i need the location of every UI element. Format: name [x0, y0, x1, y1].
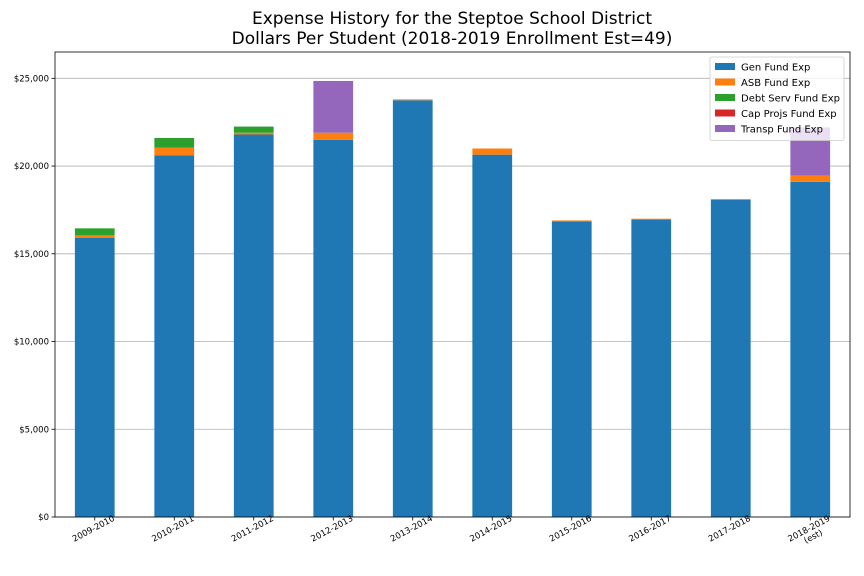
x-tick-label-line: 2013-2014 [389, 514, 435, 545]
chart-title-line: Expense History for the Steptoe School D… [252, 9, 652, 29]
legend-label: Debt Serv Fund Exp [741, 94, 840, 105]
x-tick-label-line: 2014-2015 [469, 514, 515, 545]
legend-box [709, 56, 845, 141]
bar-segment-gen-fund-exp [472, 154, 513, 517]
y-tick-label: $25,000 [14, 74, 49, 84]
x-tick-label-line: 2009-2010 [71, 514, 117, 545]
bar-segment-gen-fund-exp [74, 238, 115, 517]
bar-segment-gen-fund-exp [313, 139, 354, 518]
legend: Gen Fund Exp ASB Fund Exp Debt Serv Fund E… [709, 56, 845, 141]
y-tick-label: $15,000 [14, 250, 49, 260]
legend-label: Transp Fund Exp [740, 125, 823, 136]
x-tick-label: 2017-2018 [707, 514, 753, 545]
bar-segment-asb-fund-exp [790, 175, 831, 182]
bar-segment-debt-serv-fund-exp [233, 126, 274, 133]
bar-segment-asb-fund-exp [472, 148, 513, 155]
x-tick-label: 2016-2017 [628, 514, 674, 545]
bar-segment-debt-serv-fund-exp [154, 137, 195, 148]
x-tick-label-line: 2017-2018 [707, 514, 753, 545]
x-tick-label: 2018-2019(est) [787, 514, 837, 553]
legend-swatch [715, 63, 735, 70]
x-tick-label-line: 2010-2011 [151, 514, 197, 545]
bar-segment-gen-fund-exp [551, 221, 592, 517]
x-tick-label-line: 2011-2012 [230, 514, 276, 545]
y-tick-label: $0 [38, 513, 49, 523]
bar-segment-asb-fund-exp [154, 147, 195, 156]
x-tick-label: 2011-2012 [230, 514, 276, 545]
x-tick-label: 2012-2013 [310, 514, 356, 545]
bar-segment-gen-fund-exp [631, 219, 672, 517]
bar-segment-asb-fund-exp [233, 132, 274, 135]
x-tick-label-line: 2016-2017 [628, 514, 674, 545]
plot-frame [54, 51, 851, 518]
y-tick-label: $20,000 [14, 162, 49, 172]
x-tick-label: 2013-2014 [389, 514, 435, 545]
chart-title-line: Dollars Per Student (2018-2019 Enrollmen… [232, 29, 673, 49]
x-tick-label: 2014-2015 [469, 514, 515, 545]
legend-swatch [715, 78, 735, 86]
bar-segment-transp-fund-exp [313, 80, 354, 133]
legend-label: Cap Projs Fund Exp [741, 109, 837, 120]
y-tick-label: $10,000 [14, 338, 49, 348]
x-tick-label-line: 2012-2013 [310, 514, 356, 545]
x-tick-label: 2010-2011 [151, 514, 197, 545]
bar-segment-gen-fund-exp [392, 100, 433, 518]
legend-swatch [715, 125, 735, 132]
bar-segment-gen-fund-exp [790, 181, 831, 517]
y-tick-label: $5,000 [19, 425, 49, 435]
bar-segment-asb-fund-exp [392, 99, 433, 101]
x-tick-label: 2009-2010 [71, 514, 117, 545]
bar-segment-asb-fund-exp [551, 220, 592, 222]
bar-segment-asb-fund-exp [313, 132, 354, 140]
bar-segment-gen-fund-exp [233, 134, 274, 518]
bar-segment-gen-fund-exp [710, 199, 751, 517]
bar-segment-gen-fund-exp [154, 155, 195, 517]
x-tick-label-line: 2015-2016 [548, 514, 594, 545]
bar-segment-asb-fund-exp [74, 235, 115, 238]
bar-segment-debt-serv-fund-exp [74, 228, 115, 236]
legend-label: Gen Fund Exp [741, 63, 810, 74]
bar-segment-asb-fund-exp [631, 218, 672, 220]
legend-label: ASB Fund Exp [741, 78, 810, 89]
legend-swatch [715, 109, 735, 117]
x-tick-label: 2015-2016 [548, 514, 594, 545]
legend-swatch [715, 94, 735, 101]
